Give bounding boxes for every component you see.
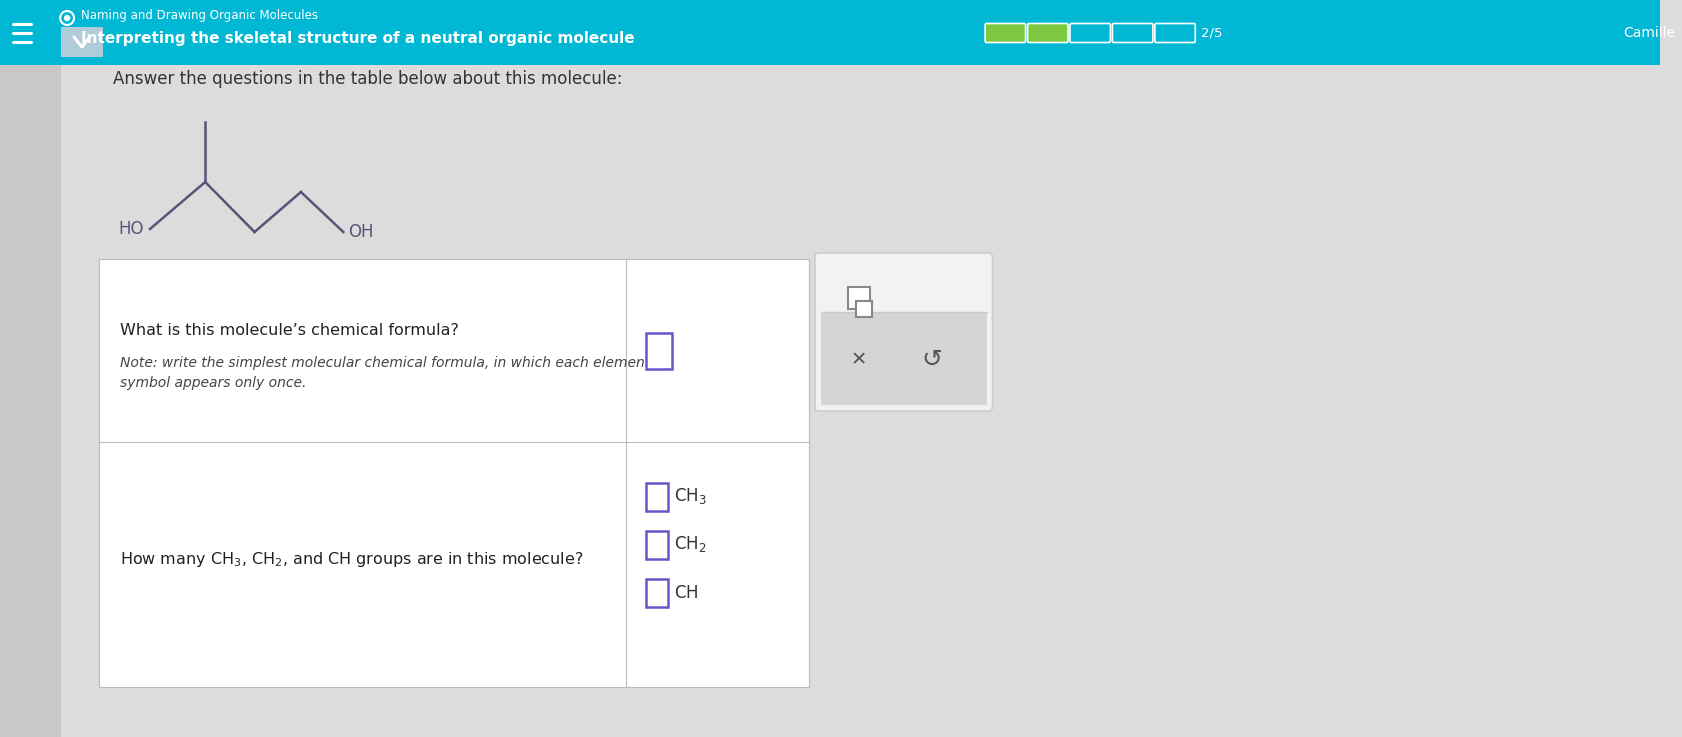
Text: What is this molecule’s chemical formula?: What is this molecule’s chemical formula… <box>121 323 459 338</box>
Text: Interpreting the skeletal structure of a neutral organic molecule: Interpreting the skeletal structure of a… <box>81 30 634 46</box>
Text: Answer the questions in the table below about this molecule:: Answer the questions in the table below … <box>113 70 622 88</box>
FancyBboxPatch shape <box>984 24 1024 43</box>
Text: symbol appears only once.: symbol appears only once. <box>121 375 306 389</box>
Bar <box>646 332 671 368</box>
Circle shape <box>64 15 69 21</box>
Bar <box>856 301 871 317</box>
FancyBboxPatch shape <box>1112 24 1152 43</box>
Text: HO: HO <box>118 220 145 238</box>
Text: Naming and Drawing Organic Molecules: Naming and Drawing Organic Molecules <box>81 9 318 21</box>
Text: $\mathregular{CH}$: $\mathregular{CH}$ <box>673 584 698 601</box>
Text: Camille: Camille <box>1621 26 1674 40</box>
Bar <box>646 483 668 511</box>
FancyBboxPatch shape <box>1028 24 1068 43</box>
Text: $\mathregular{CH_2}$: $\mathregular{CH_2}$ <box>673 534 706 554</box>
Bar <box>0 0 1660 65</box>
FancyBboxPatch shape <box>1154 24 1194 43</box>
Bar <box>821 312 986 405</box>
Bar <box>646 531 668 559</box>
Text: OH: OH <box>348 223 373 241</box>
FancyBboxPatch shape <box>1070 24 1110 43</box>
Text: How many $\mathregular{CH_3}$, $\mathregular{CH_2}$, and CH groups are in this m: How many $\mathregular{CH_3}$, $\mathreg… <box>121 550 584 569</box>
FancyBboxPatch shape <box>814 253 992 411</box>
Bar <box>0 0 61 737</box>
Bar <box>61 27 103 57</box>
Text: ✕: ✕ <box>849 350 866 369</box>
Text: ↺: ↺ <box>922 348 942 371</box>
Bar <box>848 287 870 309</box>
Text: Note: write the simplest molecular chemical formula, in which each element: Note: write the simplest molecular chemi… <box>121 355 651 369</box>
Text: $\mathregular{CH_3}$: $\mathregular{CH_3}$ <box>673 486 706 506</box>
Bar <box>99 259 809 687</box>
Bar <box>646 579 668 607</box>
Text: 2/5: 2/5 <box>1199 27 1221 40</box>
